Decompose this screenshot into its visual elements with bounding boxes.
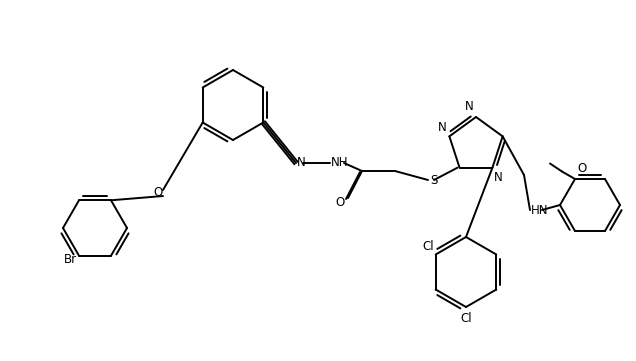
Text: N: N	[438, 121, 446, 134]
Text: Br: Br	[64, 253, 77, 266]
Text: O: O	[153, 187, 163, 200]
Text: O: O	[336, 196, 345, 209]
Text: N: N	[297, 157, 306, 170]
Text: HN: HN	[531, 204, 548, 217]
Text: Cl: Cl	[460, 312, 472, 325]
Text: N: N	[466, 100, 474, 113]
Text: N: N	[494, 171, 502, 184]
Text: S: S	[430, 174, 438, 187]
Text: O: O	[577, 162, 586, 175]
Text: NH: NH	[331, 157, 349, 170]
Text: Cl: Cl	[422, 239, 434, 252]
